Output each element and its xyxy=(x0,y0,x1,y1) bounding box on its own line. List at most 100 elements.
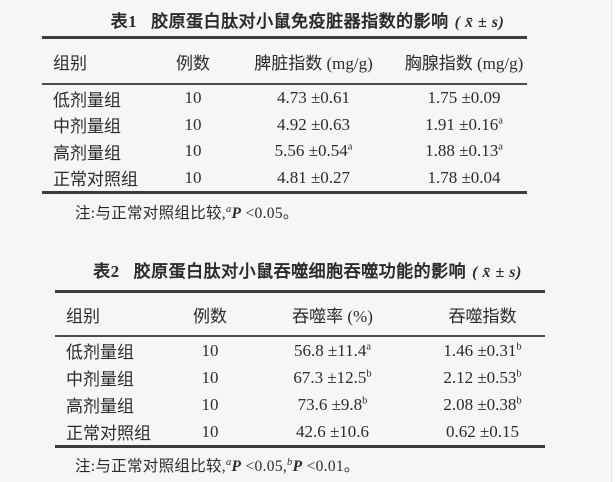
cell-group: 高剂量组 xyxy=(53,143,121,163)
table2-label: 表2 xyxy=(93,262,120,281)
table2-note: 注:与正常对照组比较,aP <0.05,bP <0.01。 xyxy=(75,454,360,476)
table-row: 低剂量组 10 4.73 ±0.61 1.75 ±0.09 xyxy=(42,85,527,112)
table1-label: 表1 xyxy=(110,12,138,31)
superscript-a: a xyxy=(225,203,232,215)
cell-group: 高剂量组 xyxy=(66,397,134,416)
superscript-b: b xyxy=(287,456,293,468)
note-text: 注:与正常对照组比较, xyxy=(75,205,226,222)
value-text: 4.73 ±0.61 xyxy=(276,88,351,108)
superscript: b xyxy=(366,367,372,379)
table2-header-rule xyxy=(55,335,545,337)
p-symbol: P xyxy=(292,458,303,475)
cell-n: 10 xyxy=(201,340,219,360)
table2-stat-notation: ( x̄ ± s) xyxy=(472,264,522,281)
cell-spleen: 5.56 ±0.54a xyxy=(226,141,401,161)
table1-stat-notation: ( x̄ ± s) xyxy=(454,14,505,31)
superscript: b xyxy=(362,394,368,406)
table1-top-rule xyxy=(42,36,527,39)
cell-n: 10 xyxy=(184,141,202,161)
value-text: 73.6 ±9.8 xyxy=(297,394,363,414)
table1-header-n: 例数 xyxy=(176,53,210,73)
table2-caption: 表2 胶原蛋白肽对小鼠吞噬细胞吞噬功能的影响 ( x̄ ± s) xyxy=(0,257,615,282)
cell-spleen: 4.73 ±0.61 xyxy=(226,88,401,108)
value-text: 4.92 ±0.63 xyxy=(276,114,351,134)
table1-header-rule xyxy=(42,83,527,85)
cell-rate: 42.6 ±10.6 xyxy=(245,422,420,442)
table2-header-phago-rate: 吞噬率 (%) xyxy=(292,306,373,326)
table-row: 高剂量组 10 73.6 ±9.8b 2.08 ±0.38b xyxy=(55,391,545,418)
cell-index: 1.46 ±0.31b xyxy=(420,341,545,361)
table1-bottom-rule xyxy=(42,191,527,194)
scan-edge-artifact xyxy=(611,0,615,482)
value-text: 0.62 ±0.15 xyxy=(445,421,520,441)
table-row: 中剂量组 10 4.92 ±0.63 1.91 ±0.16a xyxy=(42,112,527,139)
p-value: <0.05, xyxy=(241,458,288,475)
value-text: 56.8 ±11.4 xyxy=(293,340,367,360)
table2-bottom-rule xyxy=(55,445,545,448)
superscript: a xyxy=(366,340,372,352)
cell-rate: 56.8 ±11.4a xyxy=(245,341,420,361)
table1-caption: 表1 胶原蛋白肽对小鼠免疫脏器指数的影响 ( x̄ ± s) xyxy=(0,7,615,32)
p-value: <0.05。 xyxy=(241,205,299,222)
cell-n: 10 xyxy=(201,367,219,387)
table2-header-group: 组别 xyxy=(66,306,100,326)
cell-n: 10 xyxy=(201,394,219,414)
value-text: 67.3 ±12.5 xyxy=(293,367,367,387)
cell-thymus: 1.78 ±0.04 xyxy=(401,168,527,188)
cell-n: 10 xyxy=(184,167,202,187)
table2-header-row: 组别 例数 吞噬率 (%) 吞噬指数 xyxy=(55,293,545,335)
p-symbol: P xyxy=(231,458,242,475)
p-symbol: P xyxy=(231,205,242,222)
value-text: 2.08 ±0.38 xyxy=(443,394,517,414)
superscript: b xyxy=(516,394,522,406)
cell-thymus: 1.75 ±0.09 xyxy=(401,88,527,108)
cell-group: 中剂量组 xyxy=(53,117,121,137)
superscript: b xyxy=(516,367,522,379)
value-text: 1.75 ±0.09 xyxy=(427,88,501,108)
superscript-a: a xyxy=(225,456,232,468)
value-text: 2.12 ±0.53 xyxy=(443,367,517,387)
cell-thymus: 1.88 ±0.13a xyxy=(401,141,527,161)
table1-header-thymus-index: 胸腺指数 (mg/g) xyxy=(404,53,524,73)
superscript: b xyxy=(516,340,522,352)
table-row: 高剂量组 10 5.56 ±0.54a 1.88 ±0.13a xyxy=(42,138,527,165)
superscript: a xyxy=(498,141,503,153)
table1-header-group: 组别 xyxy=(53,53,87,73)
cell-group: 低剂量组 xyxy=(66,343,134,362)
table2-title: 胶原蛋白肽对小鼠吞噬细胞吞噬功能的影响 xyxy=(133,262,467,281)
cell-rate: 67.3 ±12.5b xyxy=(245,368,420,388)
value-text: 5.56 ±0.54 xyxy=(274,141,348,161)
note-text: 注:与正常对照组比较, xyxy=(75,458,226,475)
cell-n: 10 xyxy=(184,88,202,108)
value-text: 42.6 ±10.6 xyxy=(295,421,370,441)
p-value: <0.01。 xyxy=(302,458,360,475)
cell-index: 2.12 ±0.53b xyxy=(420,368,545,388)
cell-n: 10 xyxy=(201,421,219,441)
cell-group: 中剂量组 xyxy=(66,370,134,389)
table2: 组别 例数 吞噬率 (%) 吞噬指数 低剂量组 10 56.8 ±11.4a 1… xyxy=(55,290,545,448)
cell-group: 低剂量组 xyxy=(53,90,121,110)
table-row: 低剂量组 10 56.8 ±11.4a 1.46 ±0.31b xyxy=(55,337,545,364)
table-row: 中剂量组 10 67.3 ±12.5b 2.12 ±0.53b xyxy=(55,364,545,391)
cell-group: 正常对照组 xyxy=(53,170,138,190)
table2-header-n: 例数 xyxy=(193,306,227,326)
table1-note: 注:与正常对照组比较,aP <0.05。 xyxy=(75,201,299,223)
value-text: 1.46 ±0.31 xyxy=(443,340,517,360)
cell-spleen: 4.92 ±0.63 xyxy=(226,115,401,135)
table2-header-phago-index: 吞噬指数 xyxy=(448,306,517,326)
table2-top-rule xyxy=(55,290,545,293)
table1-header-spleen-index: 脾脏指数 (mg/g) xyxy=(254,53,373,73)
value-text: 1.91 ±0.16 xyxy=(425,114,499,134)
cell-rate: 73.6 ±9.8b xyxy=(245,395,420,415)
cell-index: 0.62 ±0.15 xyxy=(420,422,545,442)
cell-index: 2.08 ±0.38b xyxy=(420,395,545,415)
value-text: 4.81 ±0.27 xyxy=(276,167,351,187)
value-text: 1.88 ±0.13 xyxy=(425,141,499,161)
table-row: 正常对照组 10 42.6 ±10.6 0.62 ±0.15 xyxy=(55,418,545,445)
cell-n: 10 xyxy=(184,114,202,134)
cell-thymus: 1.91 ±0.16a xyxy=(401,115,527,135)
value-text: 1.78 ±0.04 xyxy=(427,167,501,187)
table1-title: 胶原蛋白肽对小鼠免疫脏器指数的影响 xyxy=(151,12,449,31)
superscript: a xyxy=(498,115,503,127)
